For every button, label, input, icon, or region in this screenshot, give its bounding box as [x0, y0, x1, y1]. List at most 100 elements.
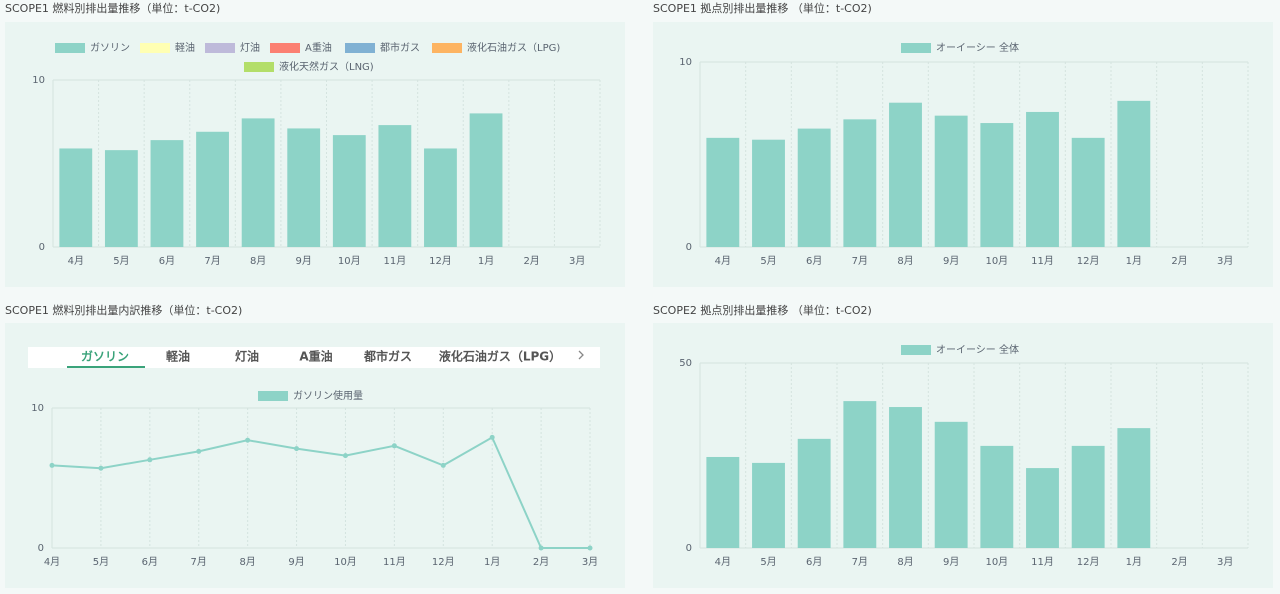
bar [378, 125, 412, 247]
legend-label[interactable]: 都市ガス [380, 41, 420, 54]
x-tick-label: 9月 [943, 556, 959, 568]
bar [980, 123, 1014, 247]
x-tick-label: 3月 [1217, 556, 1233, 568]
x-tick-label: 12月 [1077, 556, 1100, 568]
legend-swatch[interactable] [345, 43, 375, 53]
bar [469, 113, 503, 248]
point [245, 437, 251, 443]
legend-label[interactable]: ガソリン [90, 42, 130, 54]
bar [889, 102, 922, 247]
x-tick-label: 12月 [1077, 255, 1100, 267]
line [51, 435, 590, 549]
legend-swatch[interactable] [270, 43, 300, 53]
legend-label[interactable]: 液化天然ガス（LNG) [279, 60, 374, 73]
bar [934, 421, 968, 548]
x-tick-label: 11月 [384, 255, 407, 267]
legend-swatch[interactable] [205, 43, 235, 53]
x-tick-label: 5月 [760, 255, 776, 267]
x-tick-label: 6月 [142, 556, 158, 568]
x-tick-label: 10月 [985, 255, 1008, 267]
legend-swatch[interactable] [432, 43, 462, 53]
bar [843, 401, 877, 548]
x-tick-label: 1月 [478, 255, 494, 267]
x-tick-label: 7月 [191, 556, 207, 568]
chart-title: SCOPE1 燃料別排出量内訳推移（単位：t-CO2) [5, 303, 242, 317]
bar [1026, 111, 1059, 247]
legend-label[interactable]: オーイーシー 全体 [936, 343, 1019, 356]
x-tick-label: 8月 [239, 556, 255, 568]
bar [797, 438, 831, 548]
bar [1117, 100, 1151, 247]
legend-label[interactable]: 液化石油ガス（LPG) [467, 41, 560, 54]
legend-swatch[interactable] [140, 43, 170, 53]
tab[interactable]: 灯油 [235, 349, 259, 364]
tab[interactable]: 都市ガス [363, 349, 412, 364]
x-tick-label: 1月 [1126, 255, 1142, 267]
bar [752, 139, 785, 247]
x-tick-label: 3月 [582, 556, 598, 568]
point [147, 457, 153, 463]
bar [196, 131, 229, 247]
point [49, 462, 55, 468]
legend-label[interactable]: 軽油 [175, 41, 195, 54]
x-tick-label: 9月 [288, 556, 304, 568]
legend-swatch[interactable] [55, 43, 85, 53]
legend-label[interactable]: オーイーシー 全体 [936, 41, 1019, 54]
y-tick-label: 10 [679, 57, 692, 68]
x-tick-label: 8月 [897, 255, 913, 267]
bar [1071, 445, 1105, 548]
legend-label[interactable]: 灯油 [240, 41, 260, 54]
legend-swatch[interactable] [901, 345, 931, 355]
x-tick-label: 7月 [204, 255, 220, 267]
x-tick-label: 2月 [533, 556, 549, 568]
bar [980, 445, 1014, 548]
bar [934, 115, 968, 248]
x-tick-label: 5月 [93, 556, 109, 568]
bar [1026, 468, 1059, 548]
x-tick-label: 4月 [715, 255, 731, 267]
legend-label[interactable]: ガソリン使用量 [293, 389, 363, 402]
x-tick-label: 10月 [985, 556, 1008, 568]
x-tick-label: 6月 [806, 255, 822, 267]
bar [1117, 428, 1151, 548]
bar [332, 135, 366, 247]
x-tick-label: 2月 [1171, 556, 1187, 568]
x-tick-label: 7月 [852, 556, 868, 568]
y-tick-label: 0 [686, 543, 692, 554]
tab-scroll[interactable] [578, 350, 584, 360]
tab[interactable]: 液化石油ガス（LPG） [439, 349, 561, 364]
x-tick-label: 2月 [1171, 255, 1187, 267]
bar [150, 140, 184, 247]
x-tick-label: 8月 [897, 556, 913, 568]
legend-swatch[interactable] [258, 391, 288, 401]
x-tick-label: 5月 [113, 255, 129, 267]
point [538, 545, 544, 551]
bar [706, 137, 740, 247]
chart-title: SCOPE2 拠点別排出量推移 （単位：t-CO2) [653, 303, 872, 317]
x-tick-label: 9月 [296, 255, 312, 267]
bar [797, 128, 831, 247]
bar [706, 456, 740, 548]
bar [752, 462, 785, 548]
y-tick-label: 10 [31, 403, 44, 414]
point [98, 465, 104, 471]
y-tick-label: 0 [39, 242, 45, 253]
x-tick-label: 11月 [1031, 255, 1054, 267]
legend-swatch[interactable] [244, 62, 274, 72]
tab[interactable]: A重油 [299, 349, 332, 364]
x-tick-label: 7月 [852, 255, 868, 267]
x-tick-label: 4月 [715, 556, 731, 568]
tab[interactable]: 軽油 [166, 349, 190, 364]
x-tick-label: 1月 [1126, 556, 1142, 568]
x-tick-label: 12月 [432, 556, 455, 568]
x-tick-label: 10月 [334, 556, 357, 568]
point [587, 545, 593, 551]
bar [889, 407, 922, 548]
tab[interactable]: ガソリン [81, 349, 129, 364]
x-tick-label: 2月 [523, 255, 539, 267]
legend-swatch[interactable] [901, 43, 931, 53]
legend-label[interactable]: A重油 [305, 41, 332, 54]
point [196, 448, 202, 454]
x-tick-label: 11月 [1031, 556, 1054, 568]
